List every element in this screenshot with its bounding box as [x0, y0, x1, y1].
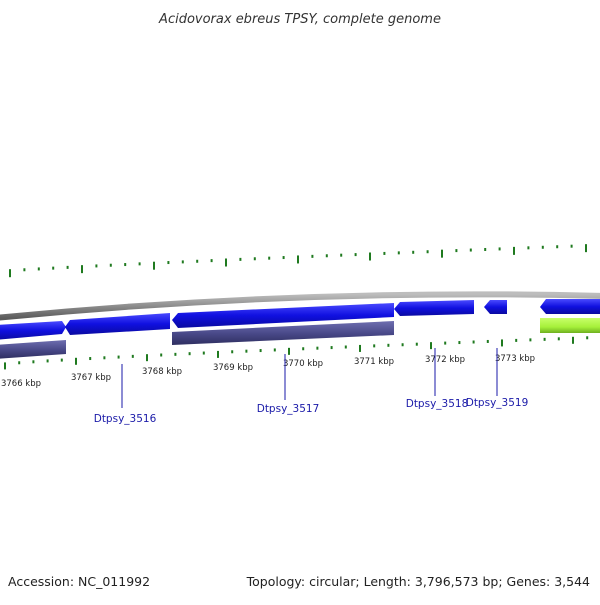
scale-label: 3769 kbp [213, 363, 253, 373]
gene-block[interactable] [172, 321, 394, 345]
accession-text: Accession: NC_011992 [8, 574, 150, 589]
gene-label[interactable]: Dtpsy_3517 [257, 403, 320, 415]
scale-label: 3767 kbp [71, 373, 111, 383]
scale-label-group: 3766 kbp 3767 kbp 3768 kbp 3769 kbp 3770… [1, 354, 535, 389]
map-title: Acidovorax ebreus TPSY, complete genome [158, 12, 441, 27]
gene-arrow[interactable] [394, 300, 474, 316]
genome-summary-text: Topology: circular; Length: 3,796,573 bp… [246, 574, 590, 589]
gene-arrow[interactable] [484, 300, 507, 314]
gene-label-group: Dtpsy_3516 Dtpsy_3517 Dtpsy_3518 Dtpsy_3… [94, 348, 529, 425]
backbone-circle [0, 291, 600, 321]
gene-block-highlight[interactable] [540, 318, 600, 333]
inner-tick-ring [4, 336, 589, 370]
gene-label[interactable]: Dtpsy_3519 [466, 397, 529, 409]
gene-arrow[interactable] [0, 321, 66, 340]
outer-tick-ring [9, 244, 587, 278]
gene-block[interactable] [0, 340, 66, 359]
scale-label: 3766 kbp [1, 379, 41, 389]
scale-label: 3772 kbp [425, 355, 465, 365]
gene-arrow[interactable] [540, 299, 600, 314]
scale-label: 3771 kbp [354, 357, 394, 367]
scale-label: 3768 kbp [142, 367, 182, 377]
forward-strand-genes [0, 299, 600, 340]
gene-label[interactable]: Dtpsy_3516 [94, 413, 157, 425]
reverse-strand-genes [0, 318, 600, 359]
gene-label[interactable]: Dtpsy_3518 [406, 398, 469, 410]
gene-arrow[interactable] [172, 303, 394, 328]
scale-label: 3773 kbp [495, 354, 535, 364]
scale-label: 3770 kbp [283, 359, 323, 369]
gene-arrow[interactable] [65, 313, 170, 335]
